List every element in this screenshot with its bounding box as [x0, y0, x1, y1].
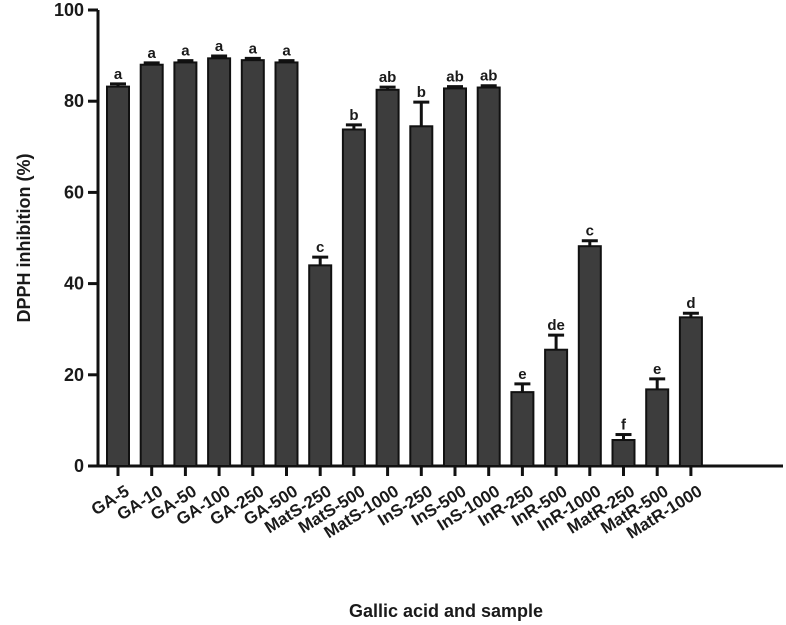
significance-label: a	[249, 40, 258, 57]
bar	[510, 391, 535, 467]
bar	[645, 388, 670, 467]
significance-label: f	[621, 417, 627, 434]
significance-label: e	[518, 366, 526, 383]
bar	[240, 59, 265, 467]
bar	[409, 125, 434, 467]
bar	[577, 245, 602, 467]
y-tick-label: 0	[74, 456, 84, 476]
significance-label: d	[686, 295, 695, 312]
plot-area: 020406080100aGA-5aGA-10aGA-50aGA-100aGA-…	[54, 0, 783, 543]
bar	[139, 63, 164, 467]
bar	[678, 316, 703, 467]
significance-label: a	[114, 66, 123, 83]
bar	[611, 439, 636, 467]
bar	[375, 88, 400, 468]
bar	[207, 57, 232, 467]
significance-label: c	[316, 239, 324, 256]
bar	[443, 87, 467, 467]
significance-label: a	[148, 45, 157, 62]
bar	[544, 348, 569, 467]
bar	[341, 128, 366, 468]
y-tick-label: 20	[64, 365, 84, 385]
y-tick-label: 80	[64, 91, 84, 111]
bar	[106, 85, 130, 467]
y-tick-label: 60	[64, 182, 84, 202]
y-tick-label: 100	[54, 0, 84, 20]
significance-label: a	[215, 38, 224, 55]
bar	[173, 61, 198, 467]
significance-label: ab	[379, 69, 397, 86]
x-axis-title: Gallic acid and sample	[349, 601, 543, 621]
significance-label: a	[181, 43, 190, 60]
significance-label: de	[547, 317, 565, 334]
significance-label: c	[586, 223, 594, 240]
bar	[308, 264, 333, 467]
significance-label: a	[282, 43, 291, 60]
significance-label: e	[653, 361, 661, 378]
significance-label: ab	[446, 69, 464, 86]
significance-label: ab	[480, 68, 498, 85]
bar	[476, 86, 501, 468]
significance-label: b	[417, 84, 426, 101]
bar	[274, 61, 299, 467]
y-axis-title: DPPH inhibition (%)	[14, 154, 34, 323]
y-tick-label: 40	[64, 274, 84, 294]
significance-label: b	[349, 107, 358, 124]
